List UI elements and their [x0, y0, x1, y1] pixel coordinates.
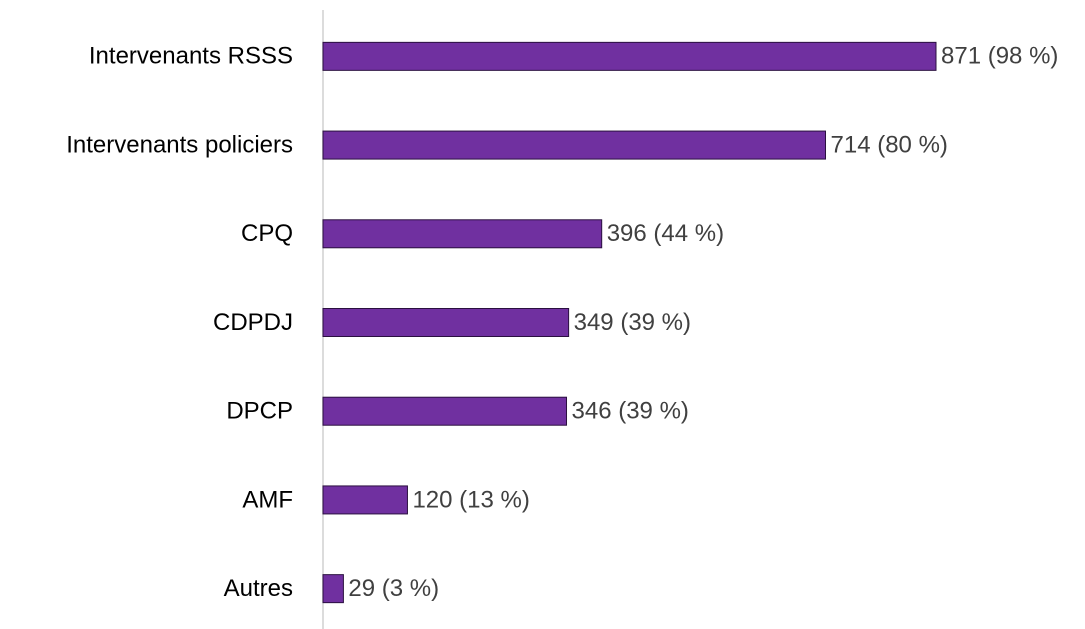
- category-label: Intervenants RSSS: [89, 43, 293, 70]
- value-label: 349 (39 %): [574, 309, 691, 336]
- category-label: DPCP: [226, 398, 293, 425]
- value-label: 29 (3 %): [348, 575, 439, 602]
- category-label: AMF: [242, 486, 293, 513]
- value-label: 120 (13 %): [412, 486, 529, 513]
- bar: [322, 219, 603, 249]
- bar: [322, 396, 568, 426]
- bar: [322, 130, 827, 160]
- value-label: 714 (80 %): [831, 131, 948, 158]
- bar: [322, 41, 937, 71]
- value-label: 346 (39 %): [572, 398, 689, 425]
- category-label: Intervenants policiers: [66, 131, 293, 158]
- bar: [322, 308, 570, 337]
- category-label: Autres: [224, 575, 293, 602]
- category-label: CDPDJ: [213, 309, 293, 336]
- bar: [322, 574, 344, 604]
- bar: [322, 485, 408, 515]
- value-label: 871 (98 %): [941, 43, 1058, 70]
- value-label: 396 (44 %): [607, 220, 724, 247]
- category-label: CPQ: [241, 220, 293, 247]
